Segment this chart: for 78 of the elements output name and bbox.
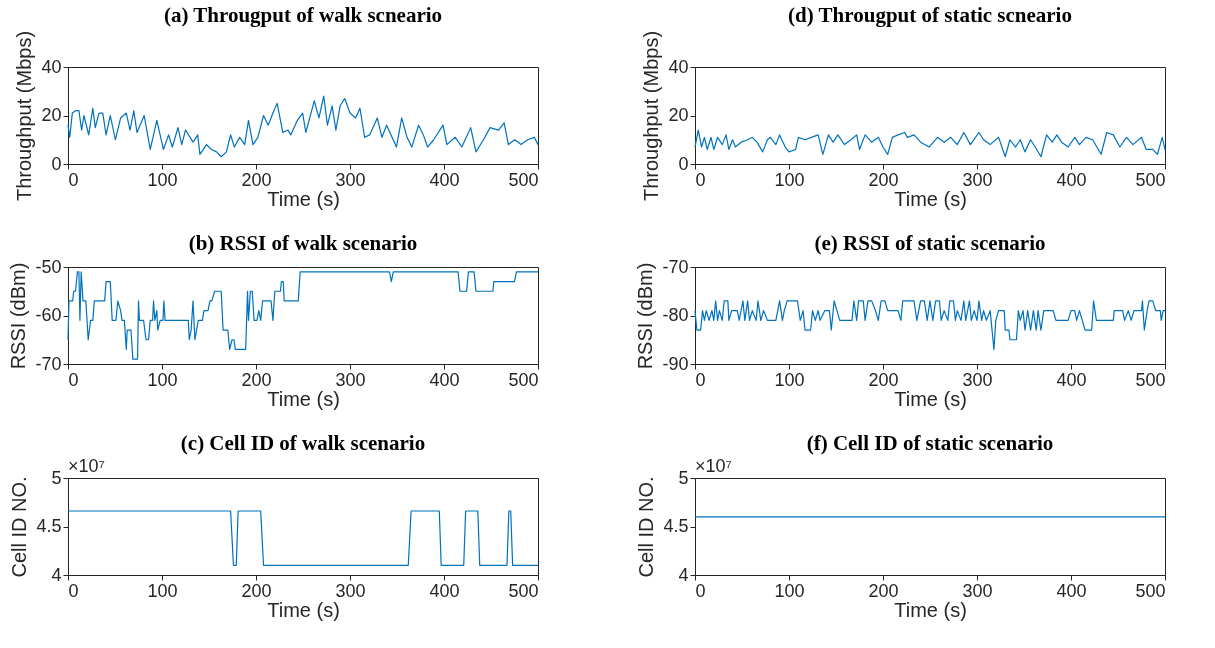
text: ×10⁷ <box>695 456 733 476</box>
y-tick-label: 4.5 <box>663 516 689 536</box>
x-tick-label: 300 <box>962 369 993 390</box>
x-tick-label: 200 <box>868 169 899 190</box>
chart-title: (b) RSSI of walk scenario <box>188 231 418 255</box>
line-series <box>67 271 539 360</box>
x-tick-label: 0 <box>68 580 79 601</box>
x-tick-label: 200 <box>241 580 272 601</box>
x-tick-label: 100 <box>774 580 805 601</box>
x-tick-label: 500 <box>508 580 539 601</box>
x-tick-label: 500 <box>508 369 539 390</box>
x-tick-label: 100 <box>147 369 178 390</box>
x-tick-label: 100 <box>147 580 178 601</box>
y-tick-label: -70 <box>35 353 62 374</box>
x-tick-label: 200 <box>241 169 272 190</box>
x-axis-title: Time (s) <box>267 387 340 410</box>
chart-title: (e) RSSI of static scenario <box>814 231 1046 255</box>
x-tick-label: 300 <box>335 580 366 601</box>
x-tick-label: 500 <box>1135 169 1166 190</box>
y-tick-label: 40 <box>41 56 62 77</box>
x-tick-label: 400 <box>429 580 460 601</box>
y-tick-label: -50 <box>35 256 62 277</box>
x-tick-label: 100 <box>774 369 805 390</box>
x-tick-label: 300 <box>962 169 993 190</box>
y-axis-title: RSSI (dBm) <box>634 262 657 370</box>
x-tick-label: 400 <box>1056 369 1087 390</box>
text: ×10⁷ <box>68 456 106 476</box>
y-tick-label: 4 <box>678 564 689 585</box>
line-series <box>67 95 539 158</box>
x-axis-title: Time (s) <box>267 598 340 621</box>
y-axis-title: Cell ID NO. <box>8 476 31 578</box>
chart-title: (a) Througput of walk scneario <box>163 3 443 28</box>
x-tick-label: 300 <box>335 169 366 190</box>
y-axis-title: Throughput (Mbps) <box>13 30 36 202</box>
x-tick-label: 400 <box>1056 580 1087 601</box>
y-tick-label: -60 <box>35 305 62 325</box>
x-tick-label: 0 <box>695 369 706 390</box>
line-series <box>694 300 1166 351</box>
x-tick-label: 500 <box>508 169 539 190</box>
x-axis-title: Time (s) <box>894 387 967 410</box>
x-tick-label: 0 <box>695 580 706 601</box>
x-tick-label: 500 <box>1135 369 1166 390</box>
line-series <box>694 129 1166 158</box>
x-axis-title: Time (s) <box>267 187 340 210</box>
x-tick-label: 300 <box>962 580 993 601</box>
y-tick-label: 0 <box>678 153 689 174</box>
y-axis-title: Throughput (Mbps) <box>640 30 663 202</box>
x-tick-label: 200 <box>241 369 272 390</box>
y-tick-label: 40 <box>668 56 689 77</box>
y-tick-label: 4 <box>51 564 62 585</box>
x-tick-label: 200 <box>868 369 899 390</box>
x-tick-label: 300 <box>335 369 366 390</box>
y-tick-label: 5 <box>51 467 62 488</box>
x-tick-label: 400 <box>1056 169 1087 190</box>
x-axis-title: Time (s) <box>894 598 967 621</box>
x-tick-label: 0 <box>68 169 79 190</box>
chart-title: (c) Cell ID of walk scenario <box>180 431 426 455</box>
x-tick-label: 0 <box>68 369 79 390</box>
x-tick-label: 400 <box>429 369 460 390</box>
y-axis-title: RSSI (dBm) <box>7 262 30 370</box>
x-axis-title: Time (s) <box>894 187 967 210</box>
chart-title: (d) Througput of static scneario <box>788 3 1072 28</box>
chart-title: (f) Cell ID of static scenario <box>806 431 1054 455</box>
x-tick-label: 400 <box>429 169 460 190</box>
y-tick-label: -70 <box>662 256 689 277</box>
y-axis-title: Cell ID NO. <box>635 476 658 578</box>
x-tick-label: 0 <box>695 169 706 190</box>
y-tick-label: 0 <box>51 153 62 174</box>
y-tick-label: 20 <box>668 105 689 125</box>
y-tick-label: -80 <box>662 305 689 325</box>
y-tick-label: 5 <box>678 467 689 488</box>
y-tick-label: 4.5 <box>36 516 62 536</box>
x-tick-label: 100 <box>147 169 178 190</box>
y-tick-label: -90 <box>662 353 689 374</box>
x-tick-label: 100 <box>774 169 805 190</box>
y-tick-label: 20 <box>41 105 62 125</box>
x-tick-label: 200 <box>868 580 899 601</box>
x-tick-label: 500 <box>1135 580 1166 601</box>
